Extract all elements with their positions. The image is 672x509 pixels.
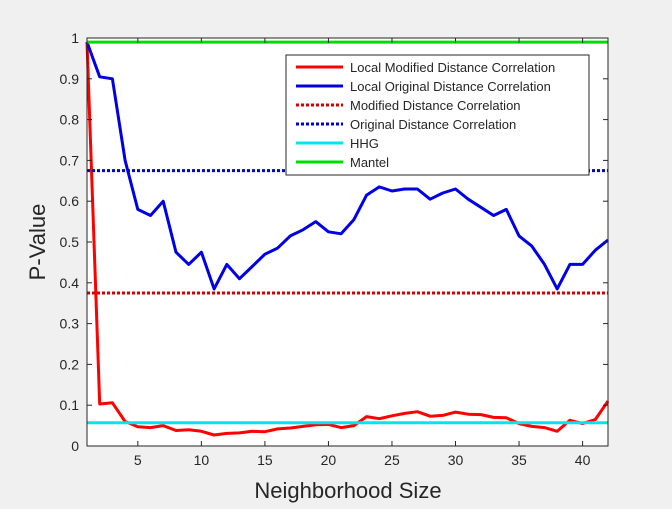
x-tick-label: 40: [575, 452, 591, 468]
y-tick-label: 0.6: [60, 193, 80, 209]
x-tick-label: 25: [384, 452, 400, 468]
legend-label-5: HHG: [350, 136, 379, 151]
legend-label-1: Local Modified Distance Correlation: [350, 60, 555, 75]
y-tick-label: 0.7: [60, 152, 80, 168]
legend-label-4: Original Distance Correlation: [350, 117, 516, 132]
y-tick-label: 0.1: [60, 397, 80, 413]
legend-label-3: Modified Distance Correlation: [350, 98, 521, 113]
y-tick-label: 0.5: [60, 234, 80, 250]
y-tick-label: 1: [71, 30, 79, 46]
legend-box: [285, 54, 590, 176]
legend-label-6: Mantel: [350, 155, 389, 170]
x-axis-title: Neighborhood Size: [254, 478, 441, 503]
y-tick-label: 0.4: [60, 275, 80, 291]
x-tick-label: 10: [194, 452, 210, 468]
tick-layer: 5 10 15 20 25 30 35 40 0 0.1 0.2 0.3 0.4 0.5 0.6 0.7 0.8…: [60, 30, 608, 468]
y-tick-label: 0.8: [60, 112, 80, 128]
y-tick-label: 0.9: [60, 71, 80, 87]
y-tick-label: 0.2: [60, 356, 80, 372]
legend: Local Modified Distance Correlation Local…: [285, 54, 590, 176]
x-tick-label: 20: [321, 452, 337, 468]
y-axis-title: P-Value: [25, 204, 50, 281]
legend-label-2: Local Original Distance Correlation: [350, 79, 551, 94]
x-tick-label: 5: [134, 452, 142, 468]
x-tick-label: 30: [448, 452, 464, 468]
y-tick-label: 0: [71, 438, 79, 454]
y-tick-label: 0.3: [60, 316, 80, 332]
series-line-2: [85, 41, 609, 291]
x-tick-label: 15: [257, 452, 273, 468]
x-tick-label: 35: [511, 452, 527, 468]
